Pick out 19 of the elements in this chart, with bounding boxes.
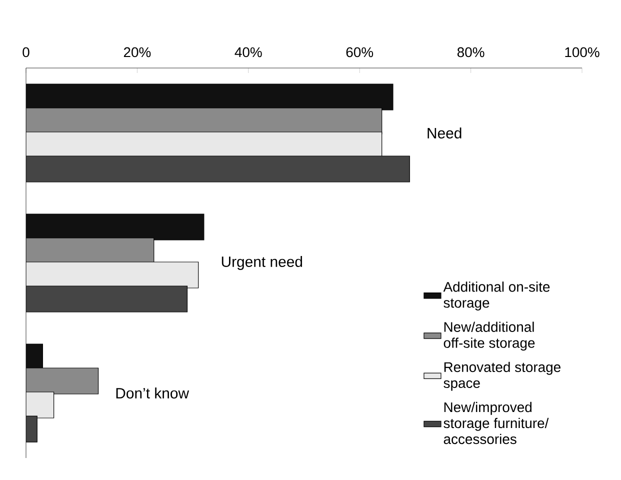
- x-tick-label: 20%: [124, 47, 151, 58]
- bar: [26, 214, 204, 240]
- y-tick-label: Urgent need: [222, 256, 302, 270]
- y-tick-label: Don’t know: [116, 388, 190, 398]
- x-tick-label: 60%: [346, 47, 374, 58]
- bar: [26, 368, 99, 394]
- bar: [26, 156, 410, 182]
- legend-label: New/additional off-site storage: [444, 322, 535, 351]
- x-tick-label: 40%: [234, 47, 262, 58]
- bar: [26, 416, 38, 442]
- legend-label: Additional on-site storage: [443, 282, 550, 311]
- y-tick-label: Need: [428, 128, 462, 138]
- bar: [26, 286, 188, 312]
- legend-label: Renovated storage space: [444, 362, 560, 391]
- legend-label: New/improved storage furniture/ accessories: [444, 402, 549, 444]
- bar: [26, 392, 54, 418]
- x-tick-label: 80%: [457, 47, 484, 58]
- x-tick-label: 100%: [565, 47, 600, 58]
- x-tick-label: 0: [22, 47, 30, 58]
